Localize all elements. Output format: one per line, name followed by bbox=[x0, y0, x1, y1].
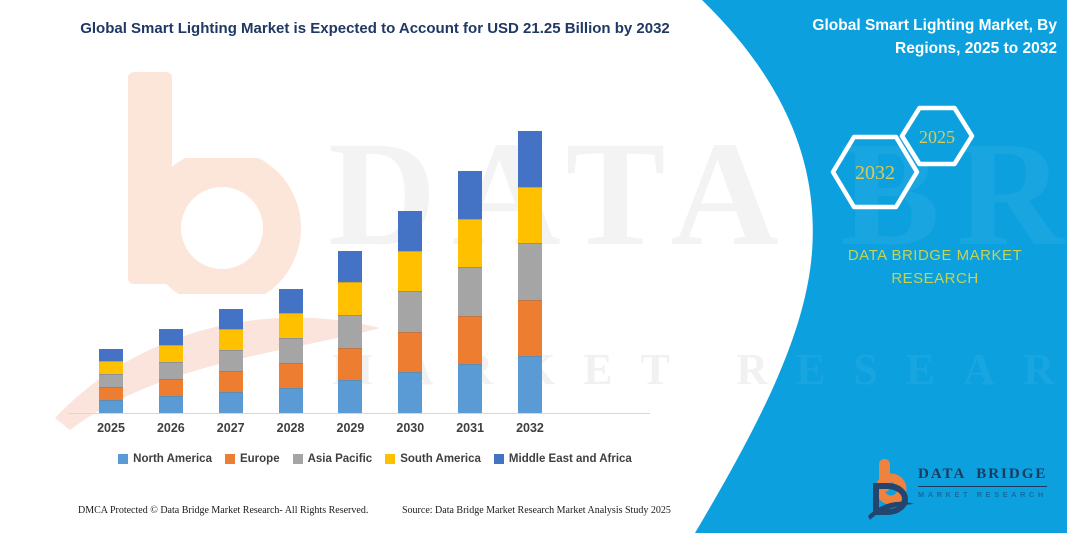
chart-legend: North America Europe Asia Pacific South Ame… bbox=[75, 453, 675, 465]
side-panel-title: Global Smart Lighting Market, By Regions… bbox=[812, 17, 1057, 58]
hexagon-2032-icon bbox=[830, 134, 920, 210]
x-axis-line bbox=[68, 413, 650, 414]
x-axis-label: 2030 bbox=[396, 421, 425, 435]
bar-segment-2029 bbox=[338, 250, 363, 283]
bar-2029 bbox=[338, 250, 363, 413]
bar-segment-2027 bbox=[218, 392, 243, 413]
bar-segment-2030 bbox=[398, 372, 423, 413]
bar-segment-2028 bbox=[278, 388, 303, 413]
x-axis-label: 2031 bbox=[456, 421, 485, 435]
bar-segment-2030 bbox=[398, 331, 423, 373]
bar-segment-2031 bbox=[458, 267, 483, 316]
databridge-logo-icon bbox=[868, 459, 914, 520]
footer-dmca-text: DMCA Protected © Data Bridge Market Rese… bbox=[78, 505, 369, 516]
side-panel-brand-caption: DATA BRIDGE MARKET RESEARCH bbox=[847, 247, 1023, 288]
legend-item: Middle East and Africa bbox=[493, 453, 632, 465]
x-axis-label: 2025 bbox=[97, 421, 125, 435]
bar-segment-2031 bbox=[458, 364, 483, 413]
legend-label: Middle East and Africa bbox=[508, 453, 632, 465]
bar-segment-2027 bbox=[218, 329, 243, 350]
legend-item: Asia Pacific bbox=[292, 453, 373, 465]
bar-segment-2028 bbox=[278, 338, 303, 364]
bar-segment-2030 bbox=[398, 291, 423, 332]
bar-segment-2026 bbox=[158, 345, 183, 363]
bar-chart: 2025 2026 2027 2028 2029 2030 2031 2032 bbox=[82, 120, 652, 435]
legend-swatch-icon bbox=[493, 454, 504, 464]
bar-segment-2031 bbox=[458, 170, 483, 219]
bar-segment-2026 bbox=[158, 329, 183, 346]
bar-segment-2026 bbox=[158, 362, 183, 380]
bar-2032 bbox=[517, 131, 542, 413]
bar-segment-2027 bbox=[218, 350, 243, 371]
legend-swatch-icon bbox=[385, 454, 396, 464]
x-axis-label: 2027 bbox=[216, 421, 245, 435]
bar-2030 bbox=[398, 210, 423, 413]
legend-swatch-icon bbox=[224, 454, 235, 464]
legend-item: Europe bbox=[224, 453, 280, 465]
bar-segment-2025 bbox=[99, 348, 123, 361]
bar-segment-2030 bbox=[398, 210, 423, 251]
databridge-logo: DATA BRIDGE MARKET RESEARCH bbox=[868, 458, 1067, 520]
x-axis-label: 2028 bbox=[276, 421, 305, 435]
legend-label: Europe bbox=[239, 453, 280, 465]
bar-segment-2026 bbox=[158, 379, 183, 397]
bar-segment-2025 bbox=[99, 373, 123, 387]
bar-segment-2029 bbox=[338, 380, 363, 413]
bar-segment-2030 bbox=[398, 250, 423, 292]
databridge-logo-tagline: MARKET RESEARCH bbox=[918, 490, 1047, 499]
bar-segment-2032 bbox=[517, 186, 542, 244]
hexagon-2032-label: 2032 bbox=[855, 162, 895, 184]
watermark-logo-bowl bbox=[143, 158, 301, 294]
legend-label: South America bbox=[400, 453, 481, 465]
bar-2028 bbox=[278, 289, 303, 413]
bar-segment-2031 bbox=[458, 218, 483, 268]
legend-label: North America bbox=[133, 453, 212, 465]
hexagon-2025-label: 2025 bbox=[919, 127, 955, 147]
databridge-logo-name: DATA BRIDGE bbox=[918, 466, 1048, 487]
bar-segment-2027 bbox=[218, 309, 243, 329]
x-axis-label: 2029 bbox=[336, 421, 365, 435]
bar-2031 bbox=[458, 170, 483, 413]
bar-2027 bbox=[218, 309, 243, 413]
bar-segment-2027 bbox=[218, 371, 243, 392]
bar-segment-2028 bbox=[278, 363, 303, 389]
chart-title: Global Smart Lighting Market is Expected… bbox=[80, 20, 670, 37]
hexagon-2025-icon bbox=[899, 105, 975, 167]
bar-segment-2025 bbox=[99, 360, 123, 374]
bar-segment-2031 bbox=[458, 315, 483, 365]
bar-segment-2026 bbox=[158, 396, 183, 413]
bar-segment-2032 bbox=[517, 356, 542, 413]
bar-segment-2028 bbox=[278, 313, 303, 339]
hexagon-badges: 2032 2025 bbox=[830, 105, 975, 210]
x-axis-label: 2032 bbox=[516, 421, 544, 435]
bar-segment-2029 bbox=[338, 315, 363, 348]
legend-item: North America bbox=[118, 453, 212, 465]
bar-2025 bbox=[99, 348, 123, 413]
bar-2026 bbox=[158, 329, 183, 413]
bar-segment-2029 bbox=[338, 282, 363, 316]
bar-segment-2032 bbox=[517, 131, 542, 187]
bar-segment-2029 bbox=[338, 347, 363, 381]
legend-item: South America bbox=[385, 453, 481, 465]
x-axis-label: 2026 bbox=[156, 421, 185, 435]
footer-source-text: Source: Data Bridge Market Research Mark… bbox=[402, 505, 671, 516]
legend-swatch-icon bbox=[118, 454, 129, 464]
legend-swatch-icon bbox=[292, 454, 303, 464]
bar-segment-2032 bbox=[517, 243, 542, 300]
bar-segment-2032 bbox=[517, 299, 542, 357]
bar-segment-2025 bbox=[99, 386, 123, 400]
legend-label: Asia Pacific bbox=[307, 453, 373, 465]
bar-segment-2025 bbox=[99, 399, 123, 413]
bar-segment-2028 bbox=[278, 289, 303, 314]
